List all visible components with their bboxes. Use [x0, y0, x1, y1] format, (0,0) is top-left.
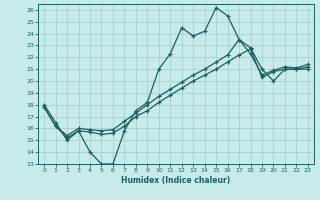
X-axis label: Humidex (Indice chaleur): Humidex (Indice chaleur) — [121, 176, 231, 185]
